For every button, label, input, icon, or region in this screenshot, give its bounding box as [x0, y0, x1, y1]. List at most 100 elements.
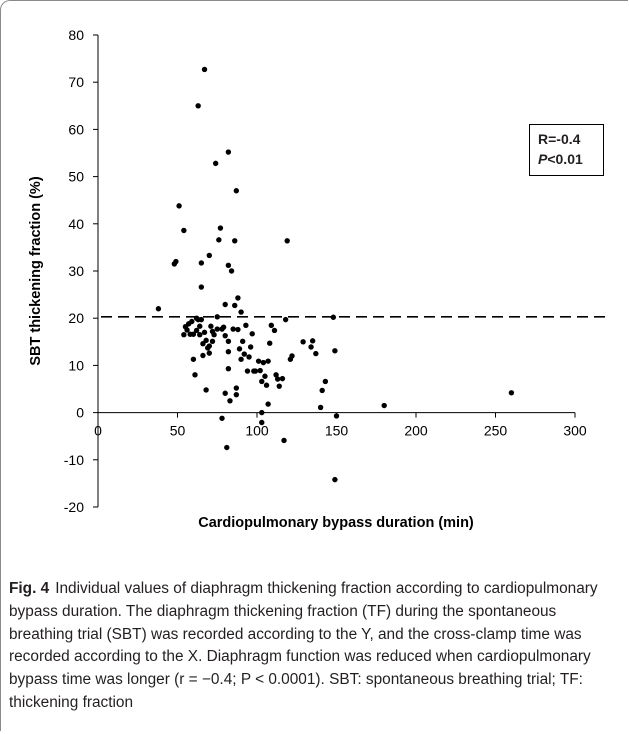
- data-point: [255, 358, 262, 364]
- data-point: [212, 160, 219, 167]
- data-point: [228, 268, 235, 274]
- data-point: [211, 332, 217, 338]
- y-tick-label: 60: [68, 121, 84, 137]
- data-point: [332, 476, 338, 483]
- data-point: [243, 322, 249, 328]
- data-point: [197, 332, 203, 338]
- data-point: [225, 349, 232, 355]
- data-point: [232, 238, 238, 244]
- figure-label: Fig. 4: [9, 580, 50, 597]
- data-point: [233, 188, 240, 194]
- data-point: [208, 323, 214, 329]
- y-tick-label: 30: [68, 263, 84, 279]
- data-point: [197, 323, 203, 329]
- data-point: [190, 331, 197, 337]
- y-tick-label: 10: [68, 357, 84, 373]
- data-point: [155, 306, 162, 312]
- data-point: [249, 331, 255, 337]
- data-point: [193, 327, 200, 334]
- data-point: [206, 343, 212, 349]
- data-point: [222, 301, 228, 308]
- y-tick-label: -20: [64, 499, 84, 515]
- data-point: [236, 346, 243, 352]
- data-point: [201, 329, 208, 336]
- data-point: [206, 252, 212, 259]
- data-point: [267, 340, 273, 346]
- x-tick-label: 300: [563, 423, 587, 439]
- data-point: [239, 338, 246, 345]
- y-axis-title: SBT thickening fraction (%): [28, 176, 44, 365]
- data-point: [238, 309, 244, 315]
- data-point: [333, 413, 340, 419]
- y-tick-label: 20: [68, 310, 84, 326]
- data-point: [308, 344, 314, 350]
- data-point: [225, 338, 232, 345]
- data-point: [224, 444, 230, 451]
- p-letter: P: [538, 151, 548, 167]
- figure-caption: Fig. 4 Individual values of diaphragm thi…: [9, 578, 619, 715]
- y-tick-label: 0: [76, 405, 84, 421]
- data-point: [209, 338, 216, 345]
- data-point: [192, 372, 198, 378]
- data-point: [247, 344, 254, 350]
- x-tick-label: 100: [245, 423, 269, 439]
- data-point: [217, 225, 224, 231]
- correlation-stats-box: R=-0.4 P<0.01: [529, 124, 604, 176]
- data-point: [330, 314, 337, 320]
- data-point: [241, 351, 247, 357]
- x-axis-title: Cardiopulmonary bypass duration (min): [198, 515, 474, 531]
- data-point: [222, 332, 228, 339]
- data-point: [259, 409, 265, 416]
- caption-text: Individual values of diaphragm thickenin…: [9, 580, 598, 711]
- data-point: [508, 390, 515, 396]
- data-point: [265, 358, 271, 364]
- y-axis-ticks: 80 70 60 50 40 30 20 10 0 -10 -20: [64, 27, 98, 515]
- data-point: [206, 350, 212, 356]
- x-tick-label: 150: [325, 423, 349, 439]
- y-tick-label: 70: [68, 74, 84, 90]
- data-point: [235, 326, 241, 333]
- data-point: [289, 353, 295, 359]
- data-point: [232, 302, 238, 309]
- x-tick-label: 0: [94, 423, 102, 439]
- y-tick-label: 50: [68, 169, 84, 185]
- r-value-text: R=-0.4: [538, 131, 581, 147]
- data-point: [173, 258, 179, 265]
- data-point: [220, 324, 227, 330]
- x-tick-label: 200: [404, 423, 428, 439]
- data-point: [309, 338, 316, 344]
- data-point: [225, 262, 232, 269]
- data-point: [198, 316, 205, 323]
- data-point: [190, 356, 197, 362]
- data-point: [300, 339, 306, 345]
- data-point: [281, 437, 287, 444]
- data-point: [322, 378, 329, 385]
- data-point: [246, 354, 252, 360]
- y-tick-label: 80: [68, 27, 84, 43]
- data-point: [227, 398, 233, 404]
- data-point: [198, 260, 205, 266]
- data-point: [262, 373, 268, 379]
- data-point: [284, 238, 290, 244]
- data-point: [233, 385, 240, 391]
- data-point: [200, 352, 206, 359]
- data-point: [260, 359, 267, 366]
- data-point: [271, 327, 278, 334]
- x-tick-label: 50: [170, 423, 186, 439]
- p-value-line: P<0.01: [538, 149, 603, 169]
- data-point: [225, 149, 232, 155]
- data-point: [244, 368, 251, 374]
- data-point: [201, 66, 208, 73]
- data-point: [181, 332, 187, 338]
- data-point: [233, 391, 240, 398]
- data-point: [259, 378, 265, 385]
- data-point: [214, 326, 220, 332]
- data-point: [181, 227, 187, 234]
- data-point: [273, 372, 279, 378]
- data-point: [268, 322, 275, 328]
- data-point: [332, 348, 338, 354]
- data-point: [189, 318, 195, 325]
- data-point: [235, 295, 241, 301]
